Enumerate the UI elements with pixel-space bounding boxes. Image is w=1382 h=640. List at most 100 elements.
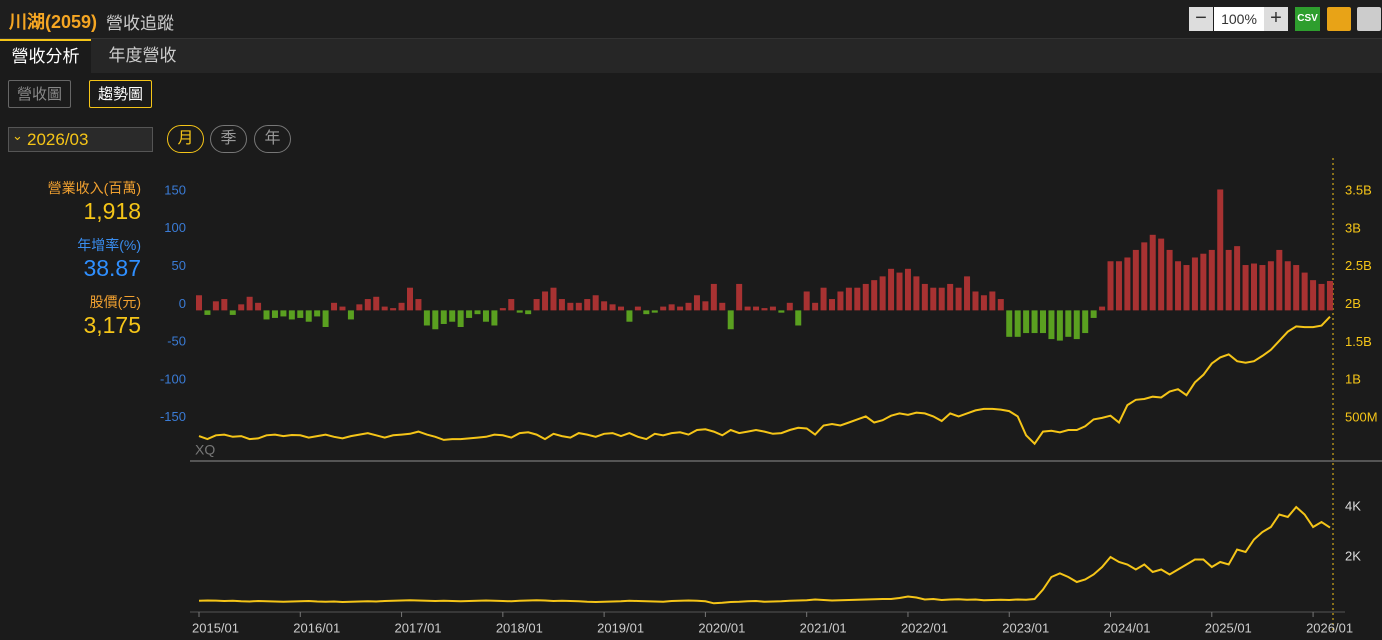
y-tick-label: 150 [164,182,186,197]
subtab[interactable]: 趨勢圖 [89,80,153,108]
bar [938,287,945,311]
y2-tick-label: 1.5B [1345,334,1372,349]
bar [1132,249,1139,311]
period-option[interactable]: 月 [167,125,204,153]
bar [618,306,624,311]
bar [820,287,827,311]
bar [837,291,844,311]
bar [1107,261,1114,311]
bar [575,302,582,311]
summary-value: 1,918 [83,198,141,224]
bar [558,299,565,311]
bar [660,306,667,311]
bar [1056,310,1063,341]
bar [1293,265,1300,311]
y2-tick-label: 2B [1345,296,1361,311]
tab[interactable]: 年度營收 [108,46,177,65]
bar [769,306,776,311]
bar [322,310,329,328]
bar [693,295,700,311]
bar [356,304,363,311]
bar [888,268,895,311]
bar [719,302,726,311]
tab[interactable]: 營收分析 [0,39,91,73]
summary-label: 營業收入(百萬) [47,180,141,196]
bar [1175,261,1182,311]
bar [255,302,262,311]
bar [1251,263,1257,311]
bar [246,296,253,311]
bar [1217,189,1224,311]
bar [1225,249,1232,311]
bar [1082,310,1089,334]
bar [778,310,785,313]
y2-tick-label: 1B [1345,372,1361,387]
bar [921,283,928,311]
bar [761,308,768,311]
bar [1073,310,1080,340]
x-tick-label: 2016/01 [293,620,340,635]
bar [1183,265,1190,311]
bar [803,291,810,311]
bar [499,308,506,311]
print-button[interactable] [1357,7,1381,31]
date-dropdown[interactable]: 2026/03 [8,127,153,152]
bar [466,310,473,318]
y2-tick-label: 3B [1345,220,1361,235]
bar [668,304,675,311]
bar [1124,257,1131,311]
zoom-in[interactable]: + [1264,7,1288,31]
x-tick-label: 2026/01 [1306,620,1353,635]
bar [634,306,641,311]
x-tick-label: 2019/01 [597,620,644,635]
bar [339,306,346,311]
bar [1065,310,1072,337]
bar [1014,310,1021,337]
bar [896,272,903,311]
bar [390,308,397,311]
lock-button[interactable] [1327,7,1351,31]
bar [423,310,430,326]
bar [829,299,835,311]
y-tick-label: 100 [164,220,186,235]
bar [508,299,515,311]
period-option[interactable]: 季 [210,125,247,153]
y-tick-label: 4K [1345,498,1361,513]
bar [727,310,734,330]
csv-button[interactable]: CSV [1295,7,1320,31]
bar [1191,257,1198,311]
subtab[interactable]: 營收圖 [8,80,72,108]
bar [1267,261,1274,311]
zoom-level: 100% [1214,7,1264,31]
bar [415,299,422,311]
bar [1326,281,1333,311]
bar [1242,265,1249,311]
bar [1023,310,1030,334]
bar [373,296,380,311]
y-tick-label: 2K [1345,548,1361,563]
x-tick-label: 2021/01 [800,620,847,635]
bar [542,291,549,311]
y2-tick-label: 2.5B [1345,258,1372,273]
bar [871,280,878,311]
bar [212,301,219,311]
bar [677,306,684,311]
bar [601,301,608,311]
header-bar: 川湖(2059) 營收追蹤 − 100% + CSV [0,0,1382,39]
bar [1158,238,1165,311]
bar [609,304,616,311]
summary-label: 年增率(%) [77,237,141,253]
bar [238,304,245,311]
bar [795,310,802,326]
bar [710,283,717,311]
bar [1031,310,1038,334]
selected-date: 2026/03 [27,130,89,149]
bar [457,310,464,328]
x-tick-label: 2024/01 [1104,620,1151,635]
zoom-out[interactable]: − [1189,7,1213,31]
period-option[interactable]: 年 [254,125,291,153]
y-tick-label: -150 [160,409,186,424]
bar [1318,283,1325,311]
bar [736,283,743,311]
